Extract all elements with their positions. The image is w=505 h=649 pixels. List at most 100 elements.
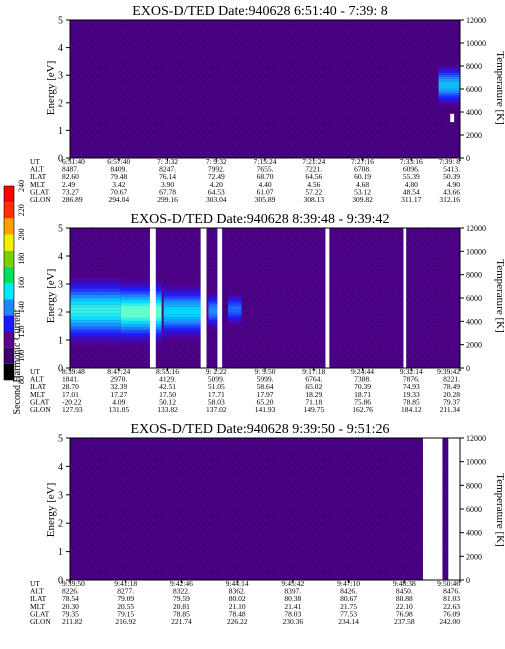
colorbar-tick-label: 200 [17, 229, 26, 241]
band-strip [70, 275, 121, 279]
band-strip [438, 62, 460, 65]
table-cell: 3.42 [112, 180, 125, 189]
colorbar-segment [4, 250, 14, 267]
y-tick-right-label: 10000 [466, 39, 486, 48]
band-strip [208, 321, 219, 324]
table-cell: 216.92 [115, 617, 136, 626]
colorbar-segment [4, 299, 14, 316]
table-cell: 78.49 [443, 382, 460, 391]
panel-3-ylabel: Energy [eV] [45, 483, 57, 537]
y-tick-label: 4 [58, 43, 63, 54]
band-strip [208, 306, 219, 309]
band-strip [120, 285, 162, 289]
table-cell: 7: 3:32 [157, 157, 178, 166]
band-strip [208, 323, 219, 326]
table-cell: 78.54 [62, 594, 79, 603]
y-tick-label: 1 [58, 126, 63, 137]
y-tick-right-label: 12000 [466, 224, 486, 233]
table-cell: 8476. [443, 587, 460, 596]
panel-2: EXOS-D/TED Date:940628 8:39:48 - 9:39:42… [30, 212, 505, 414]
data-gap [422, 438, 443, 580]
table-cell: 9:50:46 [437, 579, 460, 588]
y-tick-label: 5 [58, 434, 63, 445]
table-cell: 74.93 [403, 382, 420, 391]
band-strip [70, 307, 121, 311]
table-cell: 20.55 [117, 602, 134, 611]
band-strip [438, 88, 460, 91]
table-cell: 7876. [403, 375, 420, 384]
band-strip [438, 78, 460, 81]
energy-band [163, 280, 201, 344]
energy-band [438, 60, 460, 110]
table-cell: 50.12 [159, 397, 176, 406]
band-strip [438, 66, 460, 69]
background-speckle [70, 438, 460, 580]
table-cell: 67.78 [159, 187, 176, 196]
panel-3: EXOS-D/TED Date:940628 9:39:50 - 9:51:26… [30, 422, 505, 626]
band-strip [208, 295, 219, 298]
table-cell: 82.60 [62, 172, 79, 181]
band-strip [438, 60, 460, 63]
band-strip [438, 70, 460, 73]
band-strip [208, 325, 219, 328]
band-strip [438, 84, 460, 87]
table-cell: 76.14 [159, 172, 176, 181]
band-strip [208, 316, 219, 319]
table-cell: 6:51:40 [62, 157, 85, 166]
band-strip [208, 305, 219, 307]
table-cell: 19.33 [403, 390, 420, 399]
band-strip [227, 317, 242, 320]
table-cell: 9:17:18 [302, 367, 325, 376]
table-cell: 211.82 [62, 617, 83, 626]
table-cell: 9:41:18 [114, 579, 137, 588]
band-strip [70, 313, 121, 317]
table-row-label: GLON [30, 405, 51, 414]
y-tick-right-label: 10000 [466, 458, 486, 467]
table-cell: 7:39: 8 [439, 157, 460, 166]
table-cell: 312.16 [439, 195, 460, 204]
table-cell: 57.22 [305, 187, 322, 196]
table-cell: 60.19 [354, 172, 371, 181]
band-strip [163, 330, 201, 333]
table-cell: 9:39:50 [62, 579, 85, 588]
table-cell: 76.98 [396, 609, 413, 618]
table-cell: 73.27 [62, 187, 79, 196]
band-strip [208, 293, 219, 296]
table-cell: 226.22 [227, 617, 248, 626]
table-cell: 78.85 [173, 609, 190, 618]
band-strip [120, 303, 162, 307]
band-strip [227, 295, 242, 298]
table-cell: 20.30 [62, 602, 79, 611]
y-tick-right-label: 8000 [466, 271, 482, 280]
table-cell: 6764. [305, 375, 322, 384]
band-strip [163, 317, 201, 320]
panel-2-title: EXOS-D/TED Date:940628 8:39:48 - 9:39:42 [131, 212, 390, 227]
table-cell: 43.66 [443, 187, 460, 196]
band-strip [438, 64, 460, 67]
band-strip [227, 320, 242, 323]
y-tick-label: 2 [58, 308, 63, 319]
band-strip [163, 288, 201, 292]
band-strip [120, 294, 162, 298]
y-tick-right-label: 4000 [466, 108, 482, 117]
energy-band [70, 272, 121, 349]
band-strip [163, 309, 201, 312]
band-strip [70, 297, 121, 302]
table-cell: 51.05 [208, 382, 225, 391]
table-row-label: GLAT [30, 609, 50, 618]
table-cell: 5413. [443, 165, 460, 174]
y-tick-label: 2 [58, 519, 63, 530]
table-cell: 65.02 [305, 382, 322, 391]
table-cell: 9:42:46 [170, 579, 193, 588]
table-cell: 234.14 [338, 617, 359, 626]
band-strip [438, 107, 460, 110]
table-cell: 7992. [208, 165, 225, 174]
band-strip [438, 101, 460, 104]
band-strip [208, 319, 219, 322]
band-strip [208, 310, 219, 313]
table-cell: 4.09 [112, 397, 125, 406]
table-cell: 8:55:16 [156, 367, 179, 376]
band-strip [438, 92, 460, 95]
colorbar-tick-label: 140 [17, 301, 26, 313]
colorbar-tick-label: 240 [17, 180, 26, 192]
